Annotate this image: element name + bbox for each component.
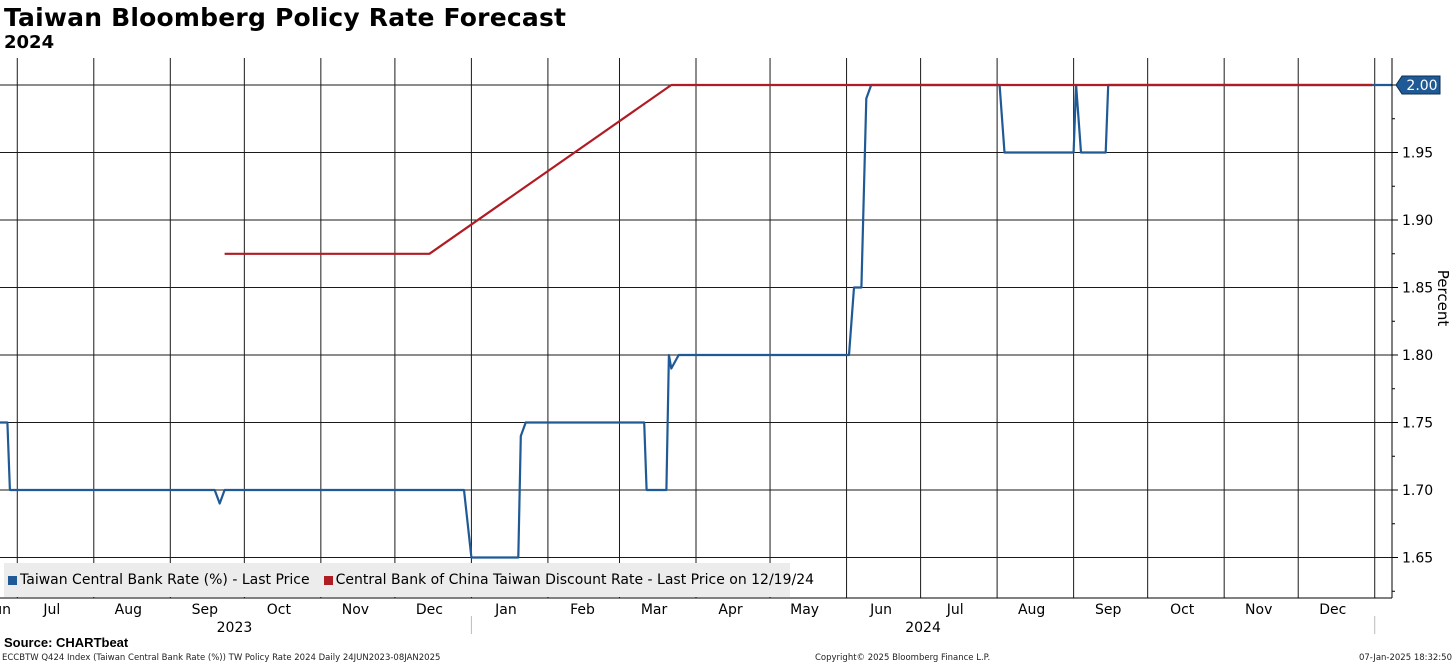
gridlines bbox=[0, 58, 1392, 598]
x-tick-label: Sep bbox=[192, 602, 219, 618]
y-tick-label: 1.90 bbox=[1402, 213, 1433, 229]
legend-item-central-bank-rate[interactable]: Taiwan Central Bank Rate (%) - Last Pric… bbox=[8, 572, 310, 588]
x-tick-label: May bbox=[790, 602, 819, 618]
last-value-label: 2.00 bbox=[1406, 78, 1437, 94]
x-tick-label: Dec bbox=[1319, 602, 1346, 618]
chart-subtitle: 2024 bbox=[4, 32, 55, 53]
y-axis-title: Percent bbox=[1434, 270, 1452, 327]
legend-label: Central Bank of China Taiwan Discount Ra… bbox=[335, 572, 815, 588]
y-tick-label: 1.95 bbox=[1402, 146, 1433, 162]
x-tick-label: Jun bbox=[0, 602, 11, 618]
x-tick-label: Feb bbox=[570, 602, 595, 618]
x-year-label: 2024 bbox=[905, 620, 941, 636]
legend: Taiwan Central Bank Rate (%) - Last Pric… bbox=[4, 563, 814, 597]
x-tick-label: Jan bbox=[494, 602, 517, 618]
x-tick-label: Mar bbox=[641, 602, 668, 618]
y-tick-label: 1.85 bbox=[1402, 281, 1433, 297]
y-tick-label: 1.65 bbox=[1402, 551, 1433, 567]
x-tick-label: Jul bbox=[42, 602, 60, 618]
y-tick-label: 1.70 bbox=[1402, 483, 1433, 499]
x-tick-label: Apr bbox=[718, 602, 742, 618]
footer-ticker-info: ECCBTW Q424 Index (Taiwan Central Bank R… bbox=[2, 653, 441, 663]
x-tick-label: Nov bbox=[1245, 602, 1272, 618]
series-lines bbox=[0, 83, 1392, 559]
x-tick-label: Oct bbox=[267, 602, 292, 618]
x-tick-label: Aug bbox=[115, 602, 142, 618]
legend-swatch-blue bbox=[8, 575, 17, 585]
x-tick-label: Dec bbox=[416, 602, 443, 618]
y-tick-label: 1.80 bbox=[1402, 348, 1433, 364]
x-tick-label: Nov bbox=[342, 602, 369, 618]
legend-swatch-red bbox=[323, 575, 333, 585]
y-tick-label: 1.75 bbox=[1402, 416, 1433, 432]
x-tick-label: Jun bbox=[869, 602, 892, 618]
legend-item-discount-rate[interactable]: Central Bank of China Taiwan Discount Ra… bbox=[323, 572, 815, 588]
source-note: Source: CHARTbeat bbox=[4, 635, 129, 650]
series-line-discount-rate bbox=[224, 83, 1373, 255]
legend-label: Taiwan Central Bank Rate (%) - Last Pric… bbox=[20, 572, 310, 588]
x-tick-label: Sep bbox=[1095, 602, 1122, 618]
footer-timestamp: 07-Jan-2025 18:32:50 bbox=[1358, 653, 1452, 663]
x-tick-label: Jul bbox=[946, 602, 964, 618]
x-tick-label: Oct bbox=[1170, 602, 1195, 618]
footer-copyright: Copyright© 2025 Bloomberg Finance L.P. bbox=[815, 653, 991, 663]
chart-title: Taiwan Bloomberg Policy Rate Forecast bbox=[4, 3, 567, 32]
series-line-central-bank-rate bbox=[0, 83, 1392, 559]
x-year-label: 2023 bbox=[217, 620, 253, 636]
axis-labels: 1.65 1.70 1.75 1.80 1.85 1.90 1.95 Jun Jul Aug Sep… bbox=[0, 75, 1452, 636]
x-tick-label: Aug bbox=[1018, 602, 1045, 618]
axes bbox=[0, 58, 1398, 634]
last-value-tag bbox=[1395, 75, 1441, 95]
